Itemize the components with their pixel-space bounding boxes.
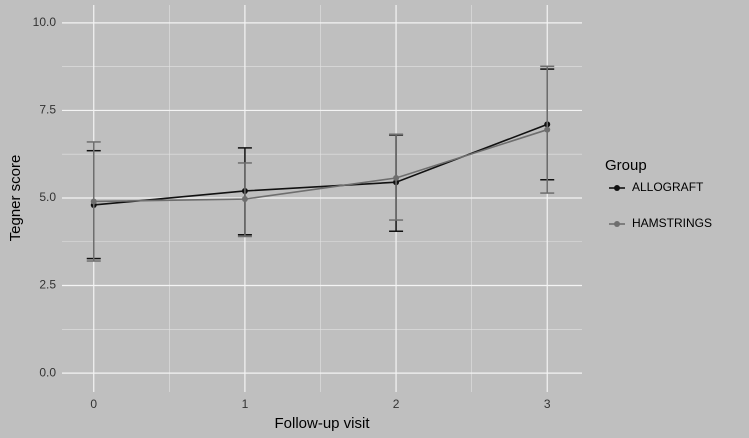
plot: [86, 65, 555, 262]
legend-label: ALLOGRAFT: [632, 180, 704, 194]
y-tick-label: 7.5: [39, 103, 56, 117]
legend-point: [614, 185, 620, 191]
y-tick-label: 10.0: [33, 15, 57, 29]
point: [393, 175, 400, 182]
y-tick-label: 5.0: [39, 190, 56, 204]
x-tick-label: 2: [393, 397, 400, 411]
x-tick-label: 0: [90, 397, 97, 411]
legend-label: HAMSTRINGS: [632, 216, 712, 230]
x-tick-label: 1: [242, 397, 249, 411]
x-axis-title: Follow-up visit: [274, 415, 370, 432]
y-axis-title: Tegner score: [7, 155, 24, 242]
point: [544, 126, 551, 133]
legend-point: [614, 221, 620, 227]
point: [241, 196, 248, 203]
x-tick-label: 3: [544, 397, 551, 411]
y-tick-label: 0.0: [39, 365, 56, 379]
legend-title: Group: [605, 157, 647, 174]
y-tick-label: 2.5: [39, 278, 56, 292]
point: [90, 198, 97, 205]
series-line: [93, 128, 548, 203]
